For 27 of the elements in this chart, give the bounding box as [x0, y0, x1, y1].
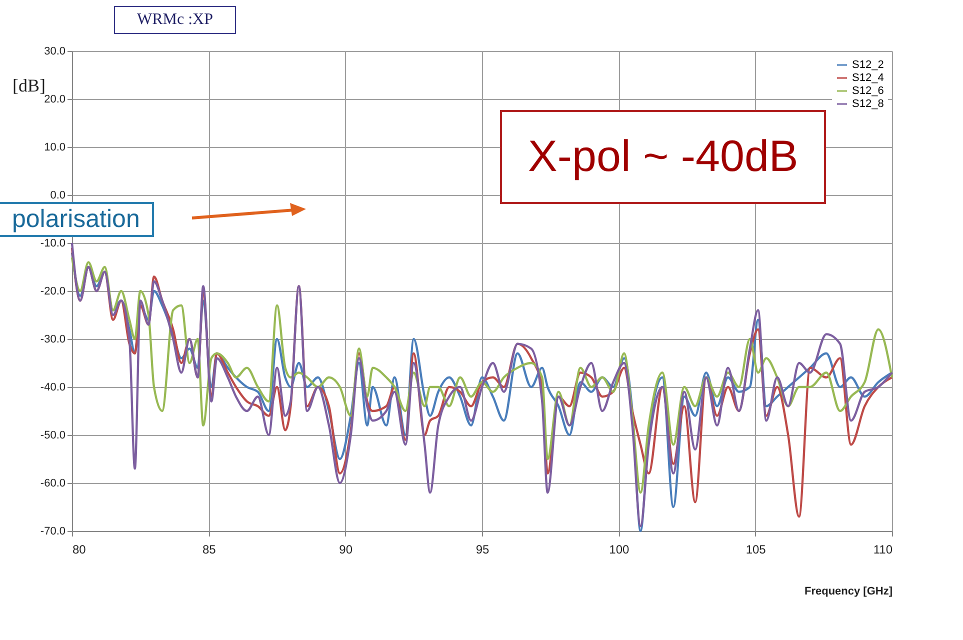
- y-axis-title: [dB]: [12, 76, 46, 96]
- y-tick-label: 0.0: [50, 190, 66, 202]
- legend-label: S12_4: [852, 72, 884, 84]
- x-tick-label: 95: [476, 542, 490, 556]
- y-tick-label: -70.0: [40, 526, 66, 538]
- y-tick-label: 20.0: [44, 94, 66, 106]
- y-tick-label: -20.0: [40, 286, 66, 298]
- annotation: X-pol ~ -40dB: [500, 110, 826, 204]
- legend-label: S12_2: [852, 59, 884, 71]
- x-tick-label: 85: [202, 542, 216, 556]
- annotation: polarisation: [0, 202, 154, 237]
- x-tick-label: 100: [609, 542, 630, 556]
- y-tick-label: -10.0: [40, 238, 66, 250]
- x-tick-label: 90: [339, 542, 353, 556]
- chart-title: WRMc :XP: [114, 6, 236, 34]
- legend-label: S12_8: [852, 98, 884, 110]
- legend-label: S12_6: [852, 85, 884, 97]
- y-tick-label: -30.0: [40, 334, 66, 346]
- y-tick-label: 30.0: [44, 46, 66, 58]
- y-tick-label: -40.0: [40, 382, 66, 394]
- x-tick-label: 80: [72, 542, 86, 556]
- y-tick-label: -60.0: [40, 478, 66, 490]
- x-tick-label: 105: [746, 542, 766, 556]
- y-tick-label: 10.0: [44, 142, 66, 154]
- y-tick-label: -50.0: [40, 430, 66, 442]
- x-axis-title: Frequency [GHz]: [804, 586, 893, 598]
- x-tick-label: 110: [873, 542, 893, 556]
